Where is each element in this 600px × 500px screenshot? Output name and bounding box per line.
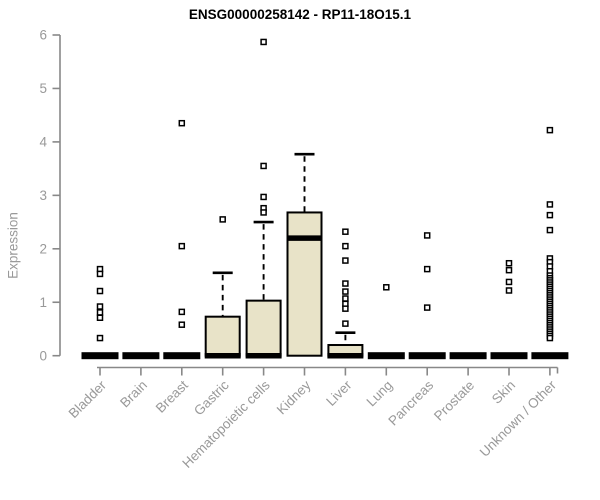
outlier-point [505, 278, 513, 286]
y-tick-label: 1 [39, 295, 47, 310]
outlier-point [423, 304, 431, 311]
outlier-point [260, 193, 267, 201]
outlier-point [342, 242, 349, 250]
outlier-point [342, 228, 349, 235]
outlier-point [96, 309, 104, 316]
outlier-point [546, 211, 554, 219]
x-tick-label-brain: Brain [117, 378, 150, 411]
box-rect [245, 299, 282, 357]
outlier-point [342, 295, 349, 302]
outlier-point [178, 242, 186, 250]
outlier-point [505, 266, 513, 274]
collapsed-box-bar [531, 352, 569, 360]
box-skin [490, 259, 528, 360]
y-tick-label: 2 [39, 241, 47, 256]
box-breast [163, 119, 201, 360]
x-tick-label-skin: Skin [489, 378, 518, 407]
x-tick-label-prostate: Prostate [431, 378, 477, 424]
y-tick-label: 3 [39, 188, 47, 203]
box-lung [367, 284, 405, 360]
outlier-point [96, 270, 104, 278]
outlier-point [342, 305, 349, 312]
y-axis: 0 1 2 3 4 5 6 [39, 28, 61, 363]
outlier-point [260, 38, 267, 46]
x-tick-label-bladder: Bladder [66, 377, 110, 421]
collapsed-box-bar [449, 352, 487, 360]
outlier-point [342, 288, 349, 295]
x-tick-label-lung: Lung [364, 378, 396, 410]
box-bladder [81, 265, 119, 360]
chart-title: ENSG00000258142 - RP11-18O15.1 [188, 7, 412, 22]
box-gastric [204, 216, 241, 359]
x-tick-label-breast: Breast [153, 377, 191, 415]
x-tick-label-kidney: Kidney [274, 377, 314, 417]
box-pancreas [408, 232, 446, 360]
outlier-point [260, 209, 267, 216]
outlier-point [546, 226, 554, 234]
box-unknown-other [531, 126, 569, 360]
outlier-point [505, 259, 513, 267]
box-prostate [449, 352, 487, 360]
outlier-point [342, 280, 349, 287]
box-rect [286, 211, 323, 357]
collapsed-box-bar [490, 352, 528, 360]
outlier-point [178, 119, 186, 127]
y-tick-label: 5 [39, 81, 47, 96]
outlier-point [423, 232, 431, 239]
y-tick-label: 6 [39, 28, 47, 43]
outlier-point [423, 265, 431, 273]
outlier-point [96, 287, 104, 295]
box-brain [122, 352, 160, 360]
y-tick-label: 0 [39, 348, 47, 363]
outlier-point [96, 303, 104, 310]
box-hematopoietic-cells [245, 38, 282, 359]
box-kidney [286, 152, 323, 357]
outlier-point [505, 287, 513, 294]
x-tick-label-pancreas: Pancreas [385, 377, 436, 428]
outlier-point [546, 334, 554, 342]
outlier-point [178, 321, 186, 328]
box-liver [327, 228, 364, 359]
outlier-point [260, 162, 267, 170]
outlier-point [96, 314, 104, 322]
outlier-point [96, 334, 104, 342]
x-tick-label-gastric: Gastric [191, 377, 232, 418]
outlier-point [342, 257, 349, 264]
outlier-point [342, 320, 349, 327]
collapsed-box-bar [408, 352, 446, 360]
box-rect [204, 315, 241, 357]
collapsed-box-bar [163, 352, 201, 360]
y-tick-label: 4 [39, 135, 47, 150]
collapsed-box-bar [81, 352, 119, 360]
outlier-point [546, 201, 554, 208]
outlier-point [383, 284, 390, 291]
outlier-point [178, 308, 186, 316]
outlier-point [546, 126, 554, 134]
collapsed-box-bar [367, 352, 405, 360]
outlier-point [219, 216, 226, 223]
x-tick-label-liver: Liver [323, 377, 355, 409]
x-tick-label-unknown-other: Unknown / Other [477, 377, 560, 460]
collapsed-box-bar [122, 352, 160, 360]
